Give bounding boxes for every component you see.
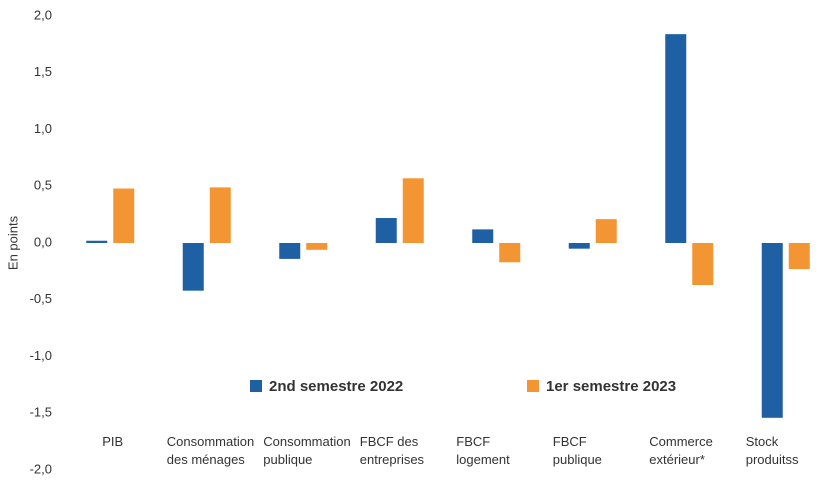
x-tick-label: Consommation des ménages <box>167 434 254 467</box>
x-tick-label-line: logement <box>456 452 510 467</box>
x-tick-label: FBCF logement <box>456 434 510 467</box>
x-tick-label-line: Consommation <box>263 434 350 449</box>
x-tick-label: Commerce extérieur* <box>649 434 713 467</box>
y-tick-label: 1,0 <box>34 121 52 136</box>
x-tick-label-line: produitss <box>746 452 799 467</box>
y-tick-label: -1,0 <box>30 348 52 363</box>
legend-label: 2nd semestre 2022 <box>269 378 403 395</box>
bar <box>306 243 328 250</box>
bar <box>595 219 617 243</box>
x-tick-label: FBCF publique <box>553 434 602 467</box>
bar <box>113 188 135 243</box>
bar <box>375 218 397 243</box>
bar <box>279 243 301 259</box>
bar <box>568 243 590 249</box>
y-tick-label: -2,0 <box>30 461 52 476</box>
x-tick-label-line: des ménages <box>167 452 246 467</box>
y-tick-label: 0,0 <box>34 234 52 249</box>
x-tick-label-line: PIB <box>102 434 123 449</box>
x-tick-label: Stock produitss <box>746 434 799 467</box>
bar <box>692 243 714 285</box>
x-tick-label-line: Stock <box>746 434 779 449</box>
x-tick-label-line: FBCF des <box>360 434 419 449</box>
y-tick-label: 2,0 <box>34 7 52 22</box>
y-axis-label: En points <box>5 215 20 270</box>
legend-swatch <box>527 380 539 392</box>
bar <box>402 178 424 243</box>
bar <box>472 229 494 243</box>
y-tick-label: -1,5 <box>30 405 52 420</box>
x-tick-label: PIB <box>102 434 123 449</box>
bar <box>86 240 108 243</box>
x-tick-label-line: Consommation <box>167 434 254 449</box>
x-tick-label-line: publique <box>263 452 312 467</box>
x-tick-label-line: FBCF <box>553 434 587 449</box>
bar <box>665 34 687 243</box>
bar <box>499 243 521 263</box>
legend-swatch <box>250 380 262 392</box>
bar <box>209 187 231 243</box>
legend-label: 1er semestre 2023 <box>546 378 676 395</box>
bar <box>788 243 810 270</box>
x-tick-label-line: FBCF <box>456 434 490 449</box>
bar <box>761 243 783 418</box>
x-tick-label: FBCF des entreprises <box>360 434 425 467</box>
y-tick-label: -0,5 <box>30 291 52 306</box>
x-tick-label-line: extérieur* <box>649 452 705 467</box>
y-tick-label: 0,5 <box>34 178 52 193</box>
x-tick-label-line: publique <box>553 452 602 467</box>
y-tick-label: 1,5 <box>34 64 52 79</box>
x-tick-label-line: Commerce <box>649 434 713 449</box>
x-tick-label-line: entreprises <box>360 452 425 467</box>
bar <box>182 243 204 291</box>
x-tick-label: Consommation publique <box>263 434 350 467</box>
